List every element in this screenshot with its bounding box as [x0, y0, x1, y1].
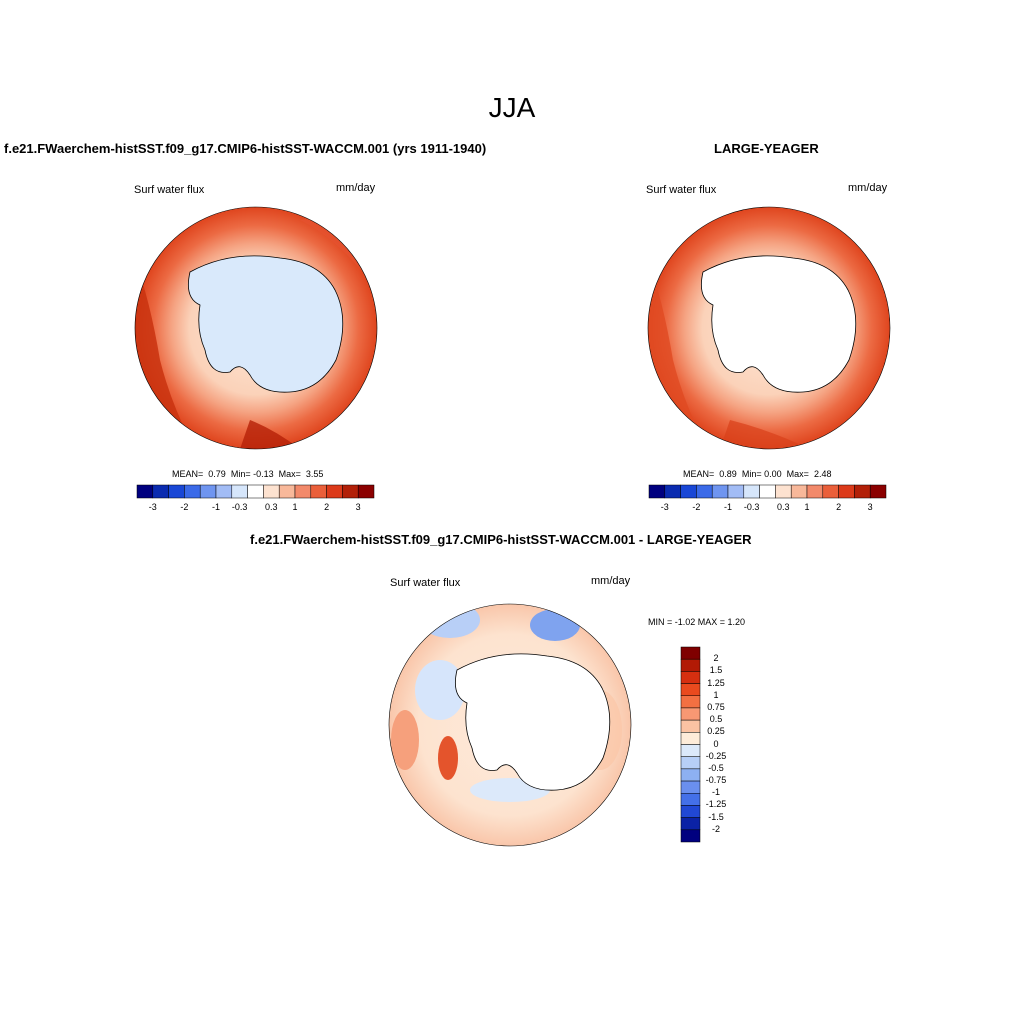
colorbar-diff-tick-label: 1.25: [707, 677, 725, 688]
panel-1-stats: MEAN= 0.79 Min= -0.13 Max= 3.55: [172, 469, 324, 479]
colorbar-panel-2: [648, 484, 887, 499]
panel-2-variable: Surf water flux: [646, 184, 717, 196]
colorbar-panel-2-tick-label: -2: [692, 502, 701, 512]
colorbar-panel-2-tick-label: 0.3: [777, 502, 790, 512]
colorbar-diff-swatch: [680, 829, 701, 843]
colorbar-diff-tick-label: 0: [713, 738, 719, 749]
colorbar-diff-tick-label: 1: [713, 689, 719, 700]
colorbar-panel-1-swatch: [326, 484, 343, 499]
colorbar-panel-1-swatch: [247, 484, 264, 499]
colorbar-panel-1-swatch: [152, 484, 169, 499]
colorbar-diff-tick-label: 1.5: [709, 665, 723, 676]
colorbar-panel-2-tick-label: -3: [660, 502, 669, 512]
colorbar-panel-2-tick-label: 1: [804, 502, 810, 512]
colorbar-diff-tick-label: -1: [711, 787, 720, 798]
colorbar-panel-1-swatch: [215, 484, 233, 499]
colorbar-panel-2-tick-label: -0.3: [743, 502, 760, 512]
colorbar-panel-1-swatch: [136, 484, 154, 499]
colorbar-panel-2-swatch: [743, 484, 760, 499]
map-panel-1-border: [134, 206, 378, 450]
map-panel-3-border: [388, 603, 632, 847]
colorbar-panel-2-tick-label: -1: [723, 502, 732, 512]
colorbar-diff-tick-label: 0.75: [707, 701, 725, 712]
colorbar-panel-1-swatch: [168, 484, 185, 499]
colorbar-panel-1-tick-label: -1: [211, 502, 220, 512]
colorbar-panel-2-swatch: [790, 484, 808, 499]
colorbar-diff-tick-label: -0.5: [708, 762, 724, 773]
colorbar-diff-tick-label: 0.5: [709, 714, 723, 725]
colorbar-panel-1-swatch: [294, 484, 312, 499]
colorbar-panel-1-tick-label: 2: [324, 502, 330, 512]
colorbar-panel-2-swatch: [648, 484, 666, 499]
colorbar-panel-2-swatch: [696, 484, 713, 499]
panel-3-units: mm/day: [591, 575, 631, 587]
colorbar-panel-1-tick-label: -3: [148, 502, 157, 512]
panel-2-units: mm/day: [848, 182, 888, 194]
colorbar-diff: [680, 646, 701, 843]
colorbar-diff-tick-label: -0.25: [705, 750, 727, 761]
panel-2-stats: MEAN= 0.89 Min= 0.00 Max= 2.48: [683, 469, 832, 479]
map-panel-1: [135, 207, 377, 449]
map-panel-2-border: [647, 206, 891, 450]
colorbar-diff-tick-label: 2: [713, 653, 719, 664]
figure-title: JJA: [488, 92, 536, 123]
panel-3-stats: MIN = -1.02 MAX = 1.20: [648, 617, 746, 627]
colorbar-diff-tick-label: -2: [711, 823, 720, 834]
colorbar-panel-1-tick-label: 3: [355, 502, 361, 512]
colorbar-panel-2-swatch: [680, 484, 697, 499]
colorbar-panel-1-swatch: [278, 484, 296, 499]
colorbar-panel-2-swatch: [838, 484, 855, 499]
panel-3-variable: Surf water flux: [390, 577, 461, 589]
colorbar-panel-2-swatch: [664, 484, 681, 499]
colorbar-panel-1-swatch: [342, 484, 359, 499]
colorbar-panel-2-swatch: [775, 484, 792, 499]
colorbar-diff-tick-label: 0.25: [707, 726, 725, 737]
panel-1-variable: Surf water flux: [134, 184, 205, 196]
colorbar-panel-2-swatch: [854, 484, 871, 499]
colorbar-diff-tick-label: -1.5: [708, 811, 724, 822]
colorbar-panel-1-tick-label: 1: [292, 502, 298, 512]
colorbar-diff-tick-label: -0.75: [705, 775, 727, 786]
colorbar-panel-2-swatch: [711, 484, 729, 499]
panel-1-title: f.e21.FWaerchem-histSST.f09_g17.CMIP6-hi…: [4, 141, 487, 156]
colorbar-panel-1: [136, 484, 375, 499]
colorbar-panel-2-swatch: [822, 484, 839, 499]
colorbar-panel-1-swatch: [199, 484, 217, 499]
panel-3-title: f.e21.FWaerchem-histSST.f09_g17.CMIP6-hi…: [250, 532, 752, 547]
colorbar-panel-1-tick-label: 0.3: [265, 502, 278, 512]
panel-2-title: LARGE-YEAGER: [714, 141, 819, 156]
colorbar-panel-1-swatch: [184, 484, 201, 499]
colorbar-diff-tick-label: -1.25: [705, 799, 727, 810]
colorbar-panel-2-swatch: [727, 484, 745, 499]
colorbar-panel-1-swatch: [310, 484, 327, 499]
map-panel-2: [648, 207, 890, 449]
colorbar-panel-1-tick-label: -2: [180, 502, 189, 512]
map-panel-3: [389, 604, 631, 846]
colorbar-panel-1-swatch: [357, 484, 375, 499]
panel-1-units: mm/day: [336, 182, 376, 194]
colorbar-panel-1-tick-label: -0.3: [231, 502, 248, 512]
colorbar-panel-2-swatch: [759, 484, 776, 499]
colorbar-panel-2-swatch: [806, 484, 824, 499]
colorbar-panel-2-tick-label: 3: [867, 502, 873, 512]
colorbar-panel-1-swatch: [263, 484, 280, 499]
colorbar-panel-2-swatch: [869, 484, 887, 499]
colorbar-panel-2-tick-label: 2: [836, 502, 842, 512]
colorbar-panel-1-swatch: [231, 484, 248, 499]
